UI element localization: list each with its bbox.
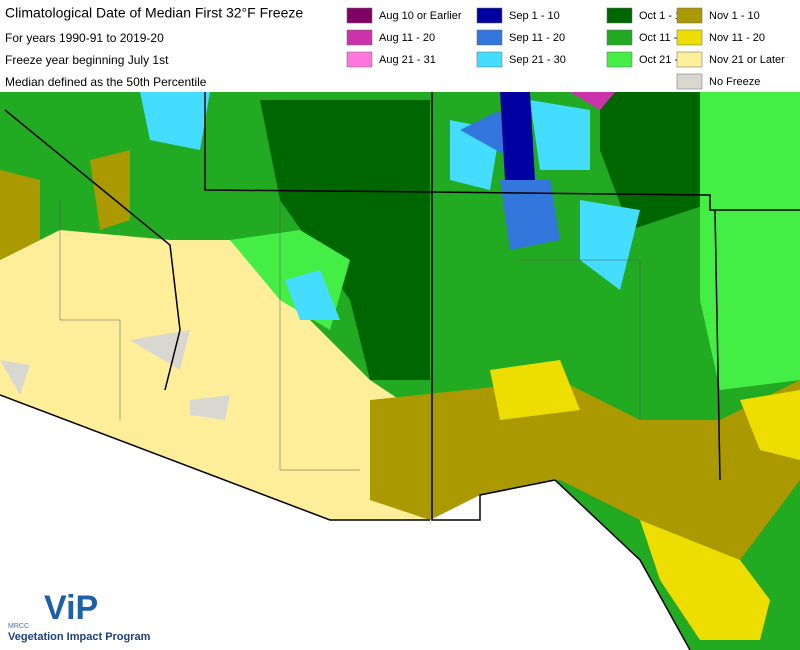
legend-label: Nov 21 or Later	[709, 54, 785, 66]
region	[0, 360, 30, 395]
region	[140, 92, 210, 150]
state-line	[431, 92, 556, 521]
legend-label: Sep 1 - 10	[509, 10, 560, 22]
region	[90, 150, 130, 230]
logo-org: MRCC	[8, 623, 29, 630]
legend-label: No Freeze	[709, 76, 760, 88]
county-line	[520, 259, 641, 420]
border	[0, 394, 430, 521]
legend-swatch	[476, 51, 503, 68]
subtitle: Freeze year beginning July 1st	[5, 53, 169, 67]
legend-label: Aug 21 - 31	[379, 54, 436, 66]
legend-swatch	[676, 51, 703, 68]
header-bg	[0, 0, 800, 92]
county-line	[279, 200, 360, 471]
region	[190, 395, 230, 420]
state-line	[204, 92, 433, 193]
region	[570, 92, 615, 110]
subtitle: For years 1990-91 to 2019-20	[5, 31, 164, 45]
legend-swatch	[606, 7, 633, 24]
region	[285, 270, 340, 320]
region	[500, 180, 560, 250]
legend-swatch	[606, 29, 633, 46]
legend-swatch	[346, 7, 373, 24]
state-line	[431, 191, 800, 211]
region	[0, 170, 40, 260]
map	[0, 92, 800, 650]
legend-label: Sep 11 - 20	[509, 32, 565, 44]
logo-program: Vegetation Impact Program	[8, 631, 151, 643]
legend-swatch	[676, 29, 703, 46]
region	[260, 100, 430, 380]
region	[460, 110, 505, 155]
legend-swatch	[476, 29, 503, 46]
legend-swatch	[676, 7, 703, 24]
legend-swatch	[606, 51, 633, 68]
legend-label: Sep 21 - 30	[509, 54, 566, 66]
legend: Aug 10 or Earlier Aug 11 - 20 Aug 21 - 31 S…	[346, 7, 785, 90]
region	[740, 390, 800, 460]
region	[580, 200, 640, 290]
subtitle: Median defined as the 50th Percentile	[5, 75, 207, 89]
logo-name: ViP	[44, 589, 98, 627]
legend-label: Oct 1 - 10	[639, 10, 687, 22]
region	[640, 520, 770, 640]
region	[530, 100, 590, 170]
legend-swatch	[676, 73, 703, 90]
state-line	[714, 209, 721, 481]
region	[370, 380, 800, 560]
title: Climatological Date of Median First 32°F…	[5, 5, 303, 21]
state-line	[4, 109, 181, 391]
county-line	[59, 200, 121, 420]
mexico	[0, 395, 690, 650]
border	[554, 479, 691, 650]
region	[700, 92, 800, 390]
region	[500, 92, 535, 180]
legend-label: Aug 11 - 20	[379, 32, 435, 44]
region	[0, 230, 430, 520]
legend-label: Nov 11 - 20	[709, 32, 765, 44]
legend-swatch	[346, 51, 373, 68]
legend-label: Nov 1 - 10	[709, 10, 760, 22]
legend-label: Aug 10 or Earlier	[379, 10, 462, 22]
legend-swatch	[476, 7, 503, 24]
legend-swatch	[346, 29, 373, 46]
logo: MRCC ViP Vegetation Impact Program	[8, 589, 151, 643]
region	[130, 330, 190, 370]
region	[490, 360, 580, 420]
